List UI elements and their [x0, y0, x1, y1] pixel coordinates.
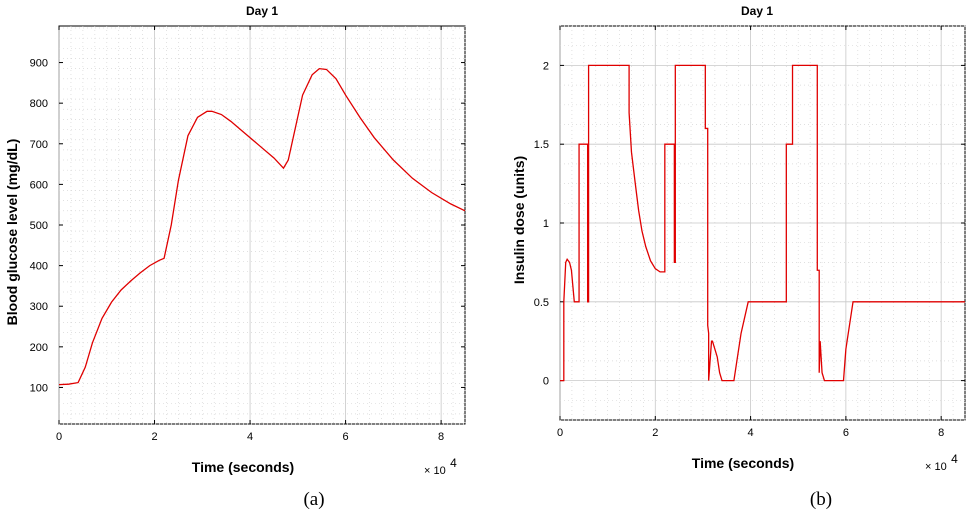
- glucose-ytick-label: 900: [30, 58, 48, 70]
- insulin-x-axis-label: Time (seconds): [692, 455, 794, 471]
- insulin-multiplier-base: × 10: [925, 461, 947, 473]
- insulin-xtick-label: 0: [557, 427, 563, 439]
- glucose-ytick-label: 500: [30, 220, 48, 232]
- glucose-xtick-label: 6: [343, 431, 349, 443]
- glucose-x-axis-label: Time (seconds): [192, 459, 294, 475]
- insulin-chart-title: Day 1: [741, 4, 773, 18]
- glucose-ticks: 0 2 4 6 8 100 200 300 400 500 600 700 800 900: [30, 26, 465, 443]
- caption-a: (a): [303, 489, 324, 510]
- insulin-ytick-label: 1.5: [534, 139, 549, 151]
- insulin-ytick-label: 1: [543, 218, 549, 230]
- glucose-ytick-label: 700: [30, 139, 48, 151]
- glucose-xtick-label: 8: [438, 431, 444, 443]
- glucose-ytick-label: 300: [30, 301, 48, 313]
- insulin-xtick-label: 8: [938, 427, 944, 439]
- insulin-multiplier-exponent: 4: [951, 452, 958, 466]
- insulin-chart: Day 1 0 2 4 6 8 0 0.5 1 1.5 2 Time (seconds) Insu…: [511, 4, 966, 510]
- insulin-xtick-label: 2: [652, 427, 658, 439]
- glucose-multiplier-base: × 10: [424, 465, 446, 477]
- insulin-ytick-label: 2: [543, 60, 549, 72]
- glucose-chart: Day 1 0 2 4 6 8 100 200 300 400 500 600 700 800 900 T…: [4, 4, 466, 510]
- glucose-ytick-label: 200: [30, 342, 48, 354]
- insulin-xtick-label: 6: [843, 427, 849, 439]
- glucose-series-line: [58, 67, 466, 386]
- glucose-chart-title: Day 1: [246, 4, 278, 18]
- glucose-grid: [58, 26, 466, 425]
- insulin-x-multiplier: × 10 4: [925, 452, 958, 474]
- insulin-ytick-label: 0.5: [534, 297, 549, 309]
- insulin-xtick-label: 4: [748, 427, 754, 439]
- glucose-ytick-label: 600: [30, 179, 48, 191]
- glucose-y-axis-label: Blood glucose level (mg/dL): [4, 139, 20, 326]
- insulin-ticks: 0 2 4 6 8 0 0.5 1 1.5 2: [534, 26, 965, 439]
- glucose-xtick-label: 4: [247, 431, 253, 443]
- insulin-series-line: [560, 64, 965, 382]
- glucose-xtick-label: 2: [151, 431, 157, 443]
- caption-b: (b): [810, 489, 832, 510]
- glucose-plot-area: [58, 25, 466, 425]
- glucose-x-multiplier: × 10 4: [424, 456, 457, 478]
- glucose-ytick-label: 100: [30, 382, 48, 394]
- insulin-ytick-label: 0: [543, 376, 549, 388]
- glucose-multiplier-exponent: 4: [450, 456, 457, 470]
- glucose-xtick-label: 0: [56, 431, 62, 443]
- insulin-y-axis-label: Insulin dose (units): [511, 156, 527, 284]
- glucose-ytick-label: 800: [30, 98, 48, 110]
- glucose-ytick-label: 400: [30, 261, 48, 273]
